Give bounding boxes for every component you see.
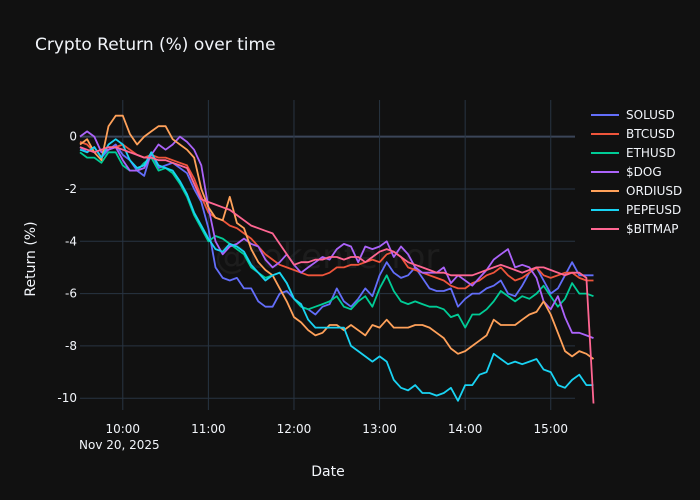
chart-title: Crypto Return (%) over time [35,35,276,55]
y-tick-labels: 0 -2 -4 -6 -8 -10 [57,130,77,406]
x-tick-labels: 10:00 11:00 12:00 13:00 14:00 15:00 [105,422,568,436]
legend-label: $BITMAP [626,222,679,236]
x-tick-label: 12:00 [277,422,312,436]
x-tick-label: 11:00 [191,422,226,436]
y-tick-label: -6 [65,287,77,301]
legend-label: SOLUSD [626,108,675,122]
legend-label: ETHUSD [626,146,676,160]
series-line-5 [79,138,594,402]
x-axis-title: Date [311,464,344,480]
x-tick-label: 13:00 [362,422,397,436]
y-axis-title: Return (%) [23,221,39,296]
series-line-0 [79,143,594,316]
y-tick-label: -4 [65,234,77,248]
x-tick-label: 14:00 [448,422,483,436]
y-tick-label: -8 [65,339,77,353]
legend-label: PEPEUSD [626,203,681,217]
x-axis-date-label: Nov 20, 2025 [79,438,160,452]
x-tick-label: 15:00 [533,422,568,436]
y-tick-label: -2 [65,182,77,196]
grid [80,100,575,410]
legend-label: BTCUSD [626,127,675,141]
series-line-1 [79,141,594,290]
series-line-6 [79,146,595,404]
y-tick-label: -10 [57,391,77,405]
series-lines [79,114,595,404]
series-line-4 [79,114,595,360]
series-line-3 [79,130,594,339]
legend-label: ORDIUSD [626,184,682,198]
legend-label: $DOG [626,165,662,179]
legend: SOLUSD BTCUSD ETHUSD $DOG ORDIUSD PEPEUSD $BIT… [591,108,682,236]
y-tick-label: 0 [69,130,77,144]
x-tick-label: 10:00 [105,422,140,436]
